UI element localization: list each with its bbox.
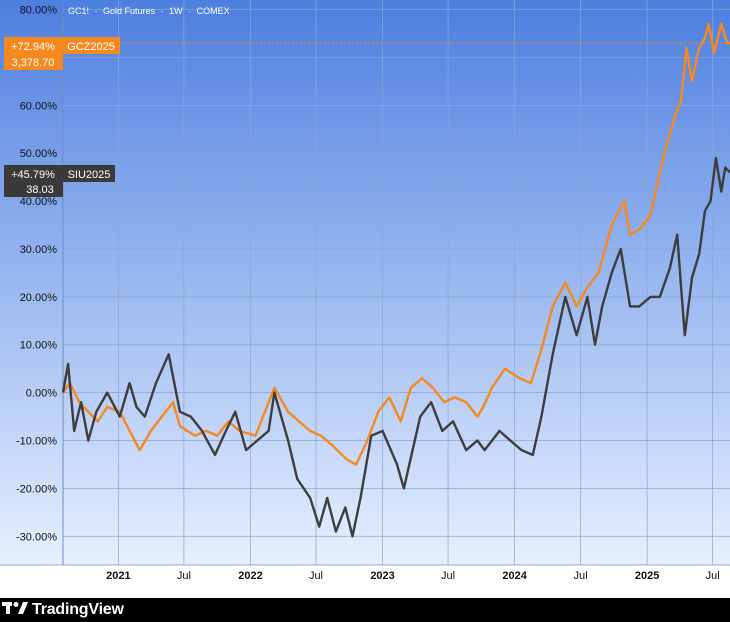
y-tick-label: 0.00% [26,388,57,400]
x-tick-label: Jul [573,570,587,582]
header-exchange: COMEX [197,6,230,16]
series-lines [61,22,730,538]
tradingview-logo[interactable]: TradingView [2,601,124,619]
x-tick-label: 2023 [370,570,394,582]
gold-price-badge: +72.94% 3,378.70 GCZ2025 [4,37,120,70]
gold-badge-price: 3,378.70 [12,57,55,69]
y-axis-ticks: 80.00%70.00%60.00%50.00%40.00%30.00%20.0… [16,5,57,544]
header-name: Gold Futures [103,6,156,16]
header-separator: · [188,6,191,16]
tradingview-mark-icon [2,601,28,620]
header-symbol[interactable]: GC1! [68,6,89,16]
x-tick-label: 2024 [502,570,527,582]
x-axis-ticks: 2021 Jul 2022 Jul 2023 Jul 2024 Jul 2025 Jul [106,570,720,582]
silver-badge-price: 38.03 [26,184,54,196]
gold-badge-pct: +72.94% [11,41,55,53]
y-tick-label: 60.00% [20,100,58,112]
x-tick-label: Jul [441,570,455,582]
y-tick-label: 80.00% [20,5,58,17]
time-axis-background [0,565,730,598]
header-interval[interactable]: 1W [169,6,183,16]
x-tick-label: 2022 [238,570,262,582]
y-tick-label: 10.00% [20,340,58,352]
header-separator: · [161,6,164,16]
gold-badge-symbol: GCZ2025 [67,41,115,53]
y-tick-label: 40.00% [20,196,58,208]
header-separator: · [95,6,98,16]
x-tick-label: 2021 [106,570,130,582]
y-tick-label: 20.00% [20,292,58,304]
y-tick-label: 30.00% [20,244,58,256]
plot-background [0,0,730,565]
y-tick-label: -30.00% [16,531,57,543]
silver-badge-symbol: SIU2025 [68,169,111,181]
y-tick-label: -20.00% [16,483,57,495]
tradingview-wordmark: TradingView [32,601,124,618]
footer-bar: TradingView [0,598,730,622]
grid-lines [63,0,730,565]
silver-badge-pct: +45.79% [11,169,55,181]
y-tick-label: -10.00% [16,436,57,448]
x-tick-label: 2025 [635,570,659,582]
x-tick-label: Jul [706,570,720,582]
x-tick-label: Jul [177,570,191,582]
silver-price-badge: +45.79% 38.03 SIU2025 [4,165,115,197]
y-tick-label: 50.00% [20,148,58,160]
chart-svg: 80.00%70.00%60.00%50.00%40.00%30.00%20.0… [0,0,730,598]
x-tick-label: Jul [309,570,323,582]
series-line-siu2025[interactable] [61,156,730,538]
series-line-gcz2025[interactable] [62,22,730,466]
svg-text:GC1! · Gold Future: GC1! · Gold Futures · 1W · COMEX [68,6,230,16]
